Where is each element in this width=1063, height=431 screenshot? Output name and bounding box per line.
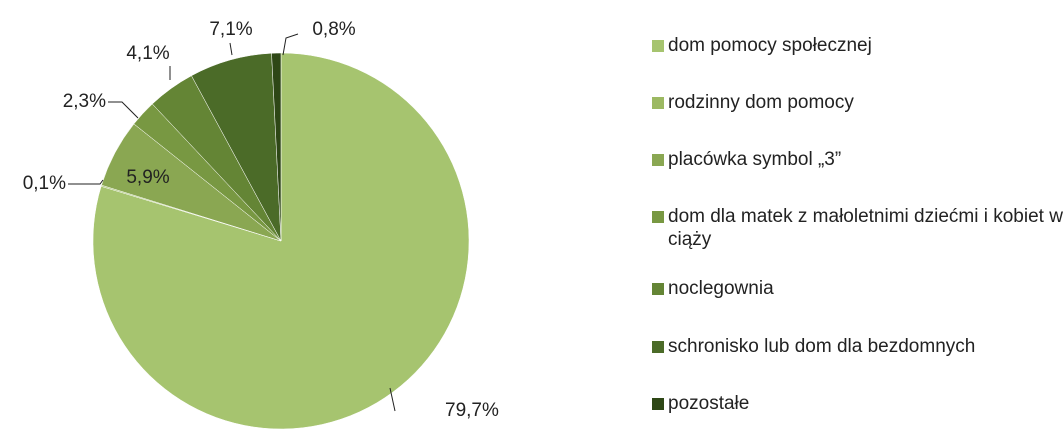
legend-item: pozostałe (652, 392, 1063, 415)
data-label: 79,7% (445, 400, 499, 421)
legend-item: schronisko lub dom dla bezdomnych (652, 335, 1063, 358)
legend-swatch (652, 40, 664, 52)
legend-label: rodzinny dom pomocy (668, 92, 854, 113)
legend-swatch (652, 398, 664, 410)
legend-swatch (652, 97, 664, 109)
chart: 79,7% 0,1% 5,9% 2,3% 4,1% 7,1% 0,8% (23, 19, 499, 430)
data-label: 4,1% (126, 43, 169, 64)
leader-line (282, 33, 299, 56)
legend-swatch (652, 283, 664, 295)
legend-item: dom dla matek z małoletnimi dziećmi i ko… (652, 205, 1063, 251)
leader-line (389, 387, 396, 412)
data-label: 5,9% (126, 167, 169, 188)
leader-line (108, 101, 139, 119)
legend-item: rodzinny dom pomocy (652, 91, 1063, 114)
data-label: 7,1% (209, 19, 252, 40)
legend-label: noclegownia (668, 278, 774, 299)
legend-item: noclegownia (652, 277, 1063, 300)
legend-label: dom pomocy społecznej (668, 35, 872, 56)
legend-label: schronisko lub dom dla bezdomnych (668, 336, 976, 357)
legend-label: dom dla matek z małoletnimi dziećmi i ko… (668, 206, 1063, 250)
legend-label: pozostałe (668, 393, 750, 414)
legend-item: dom pomocy społecznej (652, 34, 1063, 57)
data-label: 0,8% (312, 19, 355, 40)
leader-line (229, 42, 233, 56)
legend-label: placówka symbol „3” (668, 149, 842, 170)
legend-item: placówka symbol „3” (652, 148, 1063, 171)
data-label: 2,3% (63, 91, 106, 112)
legend-swatch (652, 341, 664, 353)
pie-slice (271, 52, 282, 242)
legend-swatch (652, 211, 664, 223)
data-label: 0,1% (23, 173, 66, 194)
leader-line (68, 179, 104, 185)
legend-swatch (652, 154, 664, 166)
